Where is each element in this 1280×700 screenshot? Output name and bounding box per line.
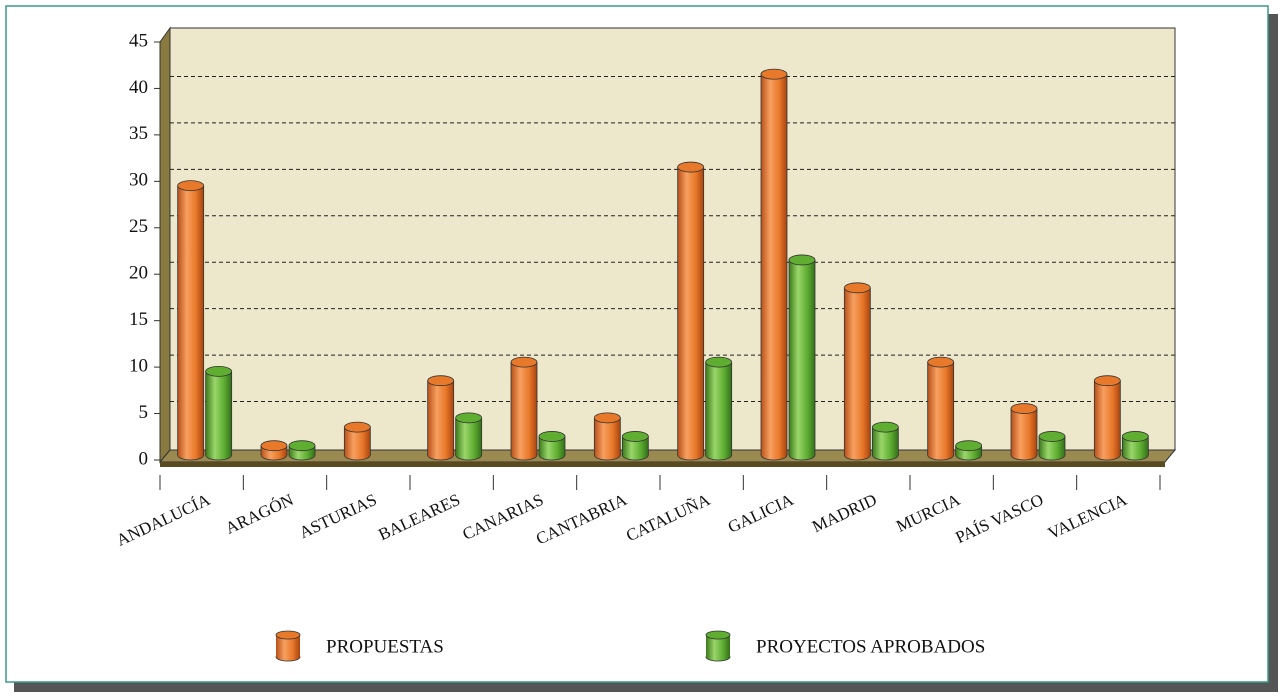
bar bbox=[538, 431, 566, 461]
floor-edge bbox=[160, 462, 1165, 467]
y-tick-label: 5 bbox=[139, 402, 149, 423]
back-wall bbox=[169, 27, 1176, 451]
bar bbox=[343, 421, 371, 461]
bar bbox=[1038, 431, 1066, 461]
y-tick-label: 35 bbox=[129, 123, 148, 144]
y-tick-label: 15 bbox=[129, 309, 148, 330]
side-wall bbox=[159, 26, 171, 464]
bar bbox=[677, 161, 705, 461]
bar bbox=[205, 365, 233, 461]
bar bbox=[427, 375, 455, 461]
bar bbox=[260, 440, 288, 461]
y-tick-label: 40 bbox=[129, 77, 148, 98]
bar bbox=[705, 356, 733, 461]
legend-label: PROYECTOS APROBADOS bbox=[756, 636, 985, 657]
bar bbox=[593, 412, 621, 461]
bar bbox=[1121, 431, 1149, 461]
y-tick-label: 30 bbox=[129, 170, 148, 191]
y-tick-label: 10 bbox=[129, 355, 148, 376]
bar bbox=[288, 440, 316, 461]
bar bbox=[843, 282, 871, 461]
bar bbox=[621, 431, 649, 461]
bar bbox=[927, 356, 955, 461]
y-tick-label: 45 bbox=[129, 30, 148, 51]
y-tick-label: 25 bbox=[129, 216, 148, 237]
bar bbox=[760, 68, 788, 461]
bar bbox=[177, 180, 205, 461]
bar bbox=[955, 440, 983, 461]
bar bbox=[510, 356, 538, 461]
legend-label: PROPUESTAS bbox=[326, 636, 444, 657]
y-tick-label: 20 bbox=[129, 263, 148, 284]
y-tick-label: 0 bbox=[139, 448, 149, 469]
bar bbox=[871, 421, 899, 461]
bar bbox=[455, 412, 483, 461]
bar bbox=[1093, 375, 1121, 461]
bar bbox=[1010, 403, 1038, 461]
legend-swatch bbox=[275, 630, 301, 662]
legend-swatch bbox=[705, 630, 731, 662]
bar bbox=[788, 254, 816, 461]
